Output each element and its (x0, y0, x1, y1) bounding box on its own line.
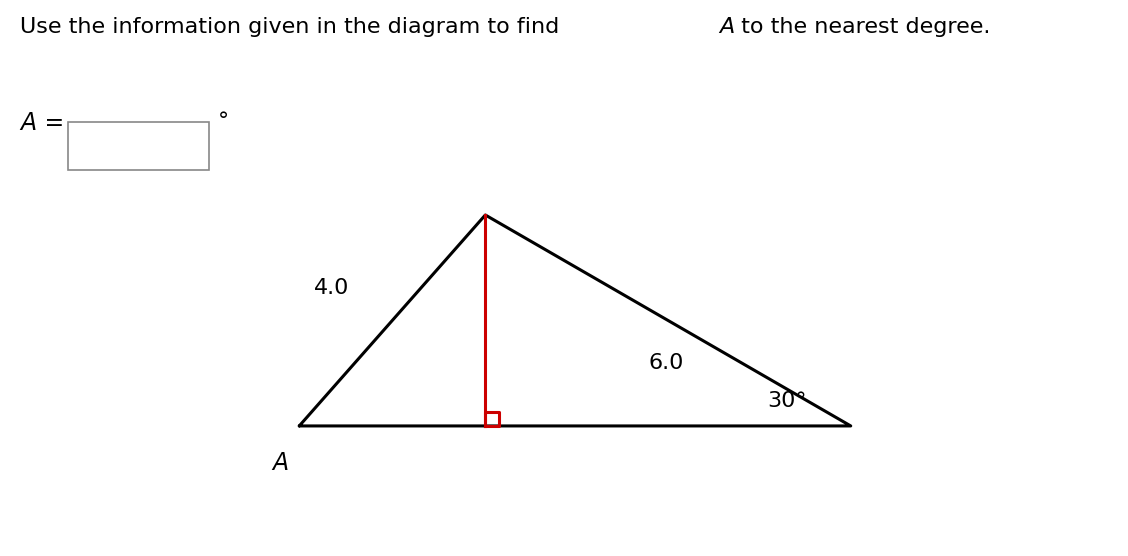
Text: =: = (37, 111, 64, 135)
Text: A: A (272, 451, 288, 475)
Text: A: A (720, 17, 735, 37)
Text: 30°: 30° (767, 391, 807, 411)
Text: Use the information given in the diagram to find: Use the information given in the diagram… (20, 17, 566, 37)
Text: to the nearest degree.: to the nearest degree. (734, 17, 990, 37)
Text: °: ° (218, 111, 229, 131)
Text: 6.0: 6.0 (649, 354, 684, 374)
Text: 4.0: 4.0 (315, 277, 350, 297)
Text: A: A (20, 111, 36, 135)
